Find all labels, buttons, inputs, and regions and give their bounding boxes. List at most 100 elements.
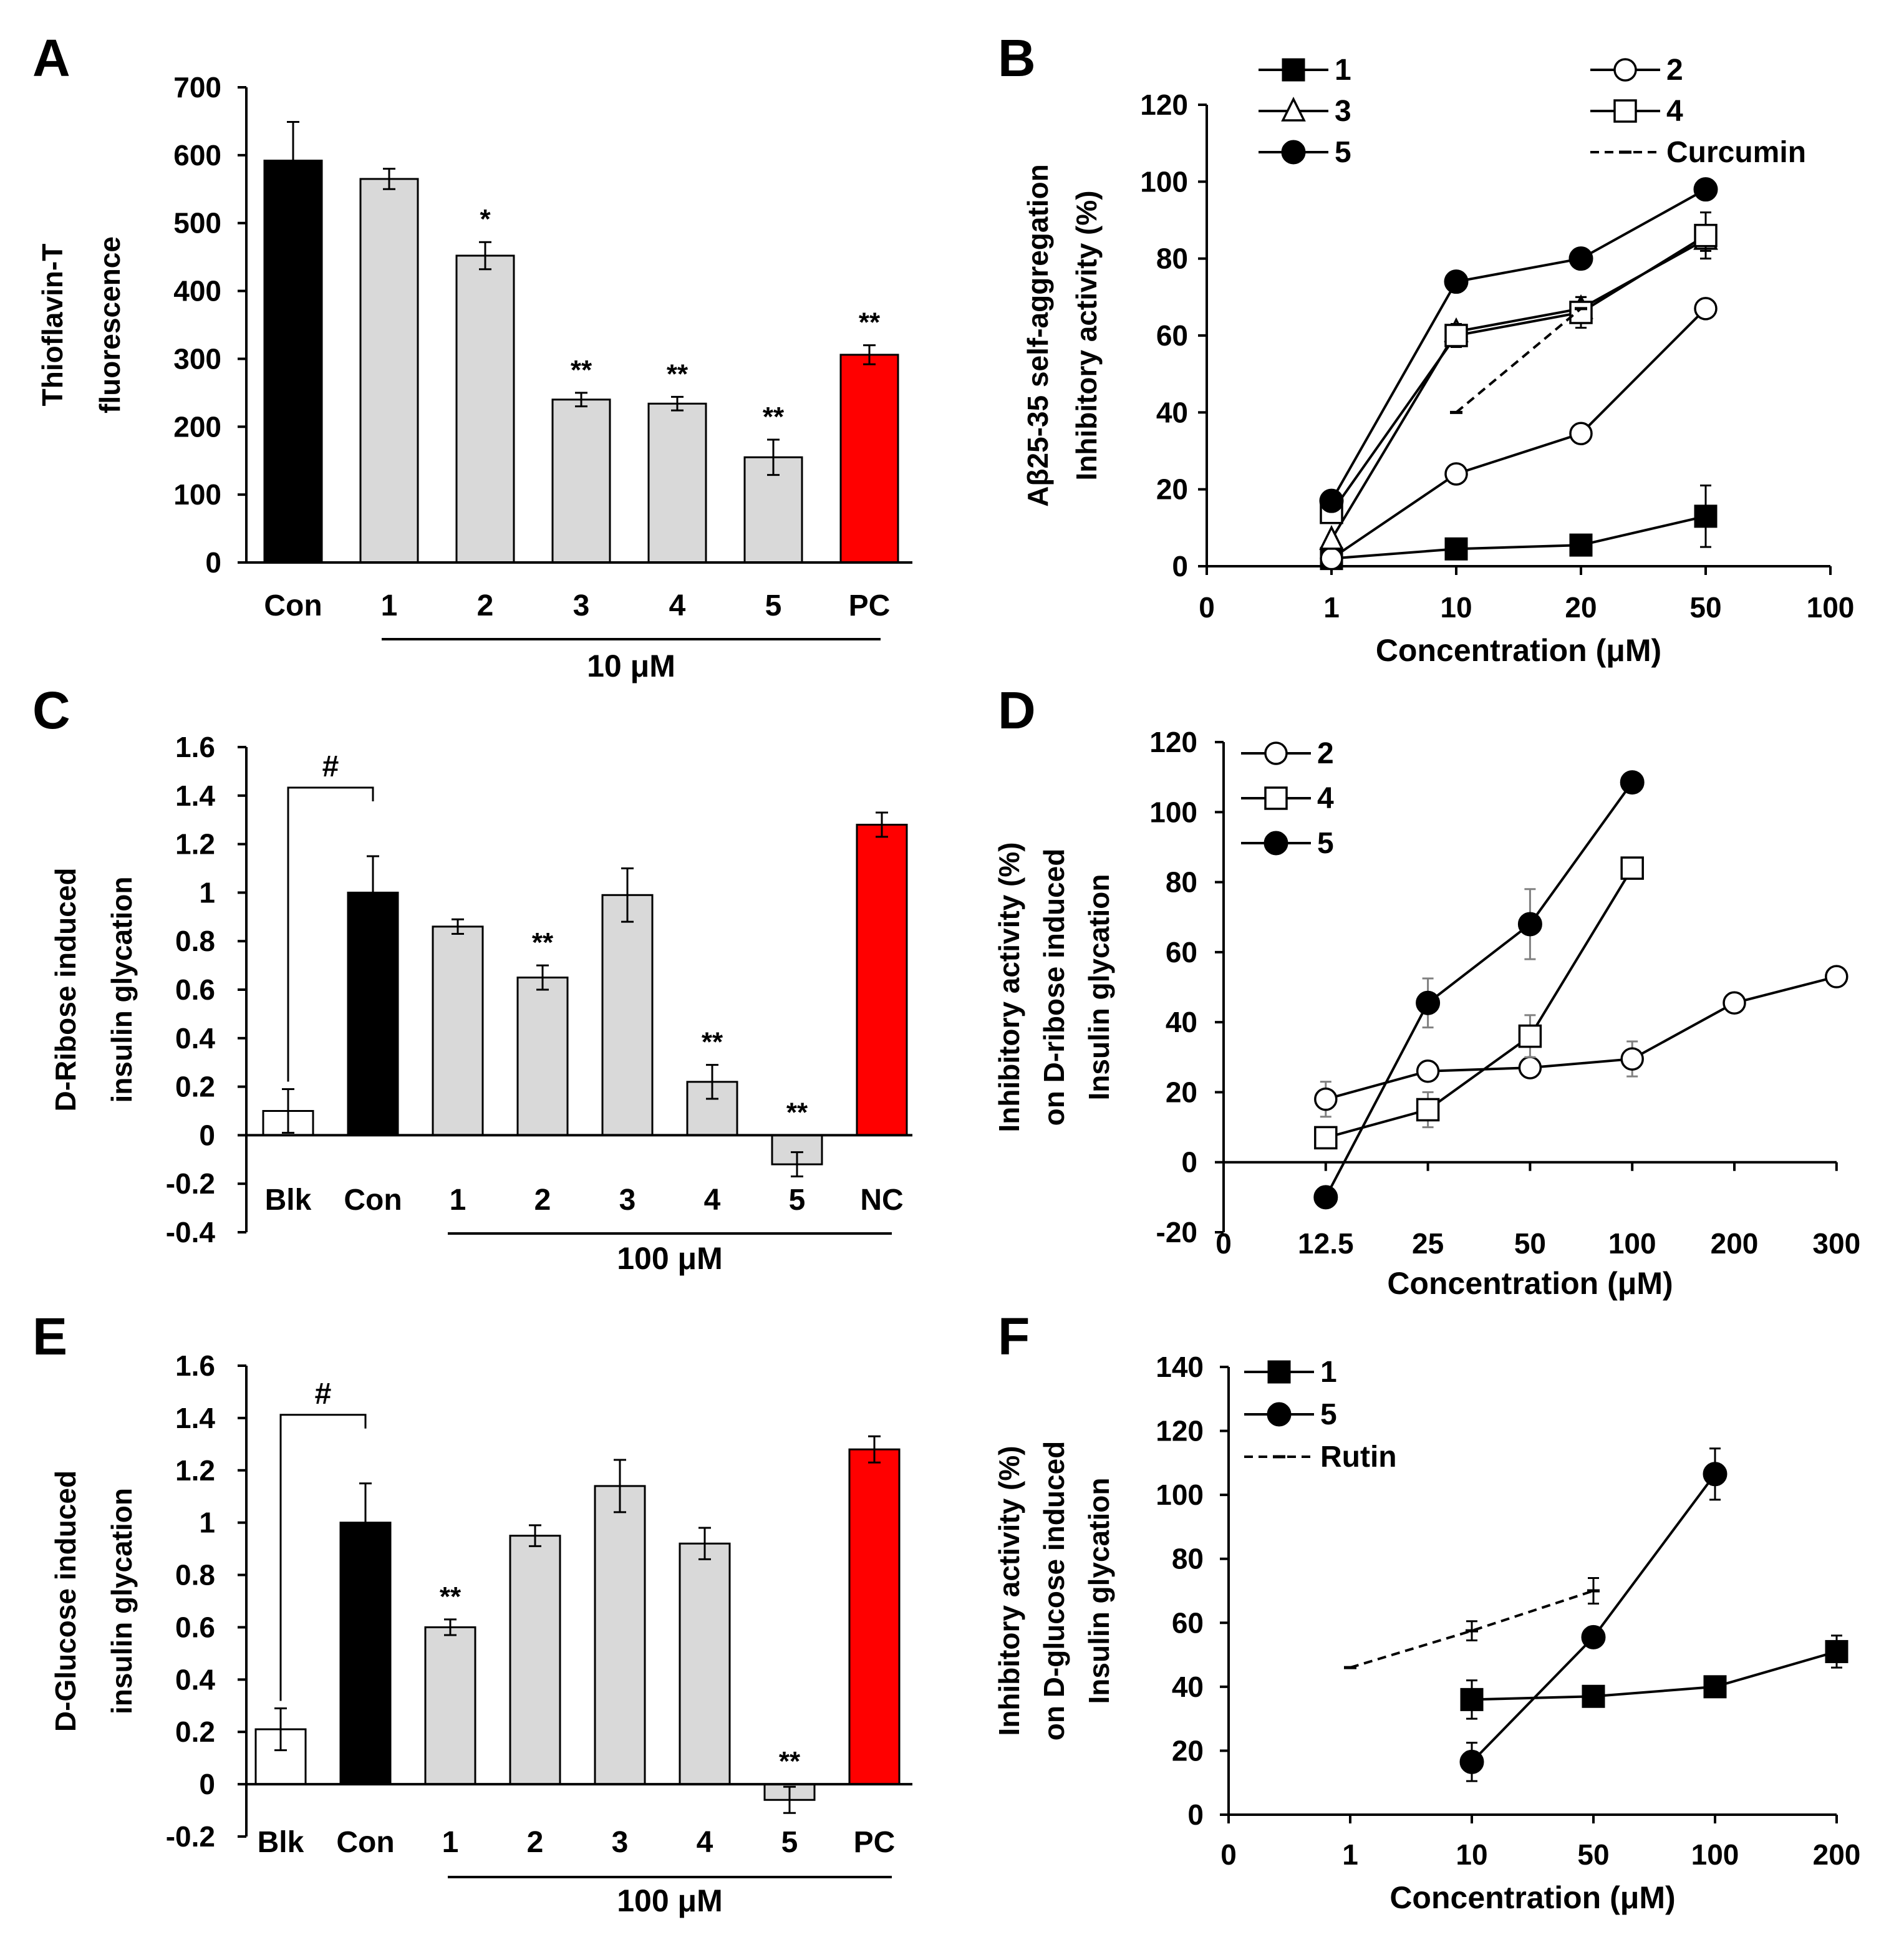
legend-label: 5 xyxy=(1317,827,1334,860)
data-point xyxy=(1313,1185,1338,1210)
series-4 xyxy=(1314,856,1644,1150)
data-point xyxy=(1320,546,1343,571)
y-tick-label: 0 xyxy=(1187,1798,1204,1831)
category-label: 4 xyxy=(704,1184,721,1217)
legend-entry-5: 5 xyxy=(1259,136,1351,169)
series-line xyxy=(1330,238,1706,540)
series-line xyxy=(1325,781,1633,1198)
category-label: 1 xyxy=(450,1184,466,1217)
x-tick-label: 12.5 xyxy=(1298,1227,1354,1260)
y-tick-label: 1 xyxy=(199,1507,215,1539)
series-line xyxy=(1455,307,1582,413)
y-tick-label: 20 xyxy=(1156,473,1188,506)
panel-letter-A: A xyxy=(32,29,70,87)
data-point xyxy=(1444,537,1468,561)
category-label: 5 xyxy=(781,1826,798,1859)
x-tick-label: 0 xyxy=(1199,591,1215,624)
bar-Con xyxy=(347,891,399,1136)
data-point xyxy=(1267,1360,1291,1384)
y-axis-label-line: Inhibitory activity (%) xyxy=(1070,190,1103,480)
data-point xyxy=(1517,912,1542,937)
y-axis-label-line: D-Ribose induced xyxy=(49,867,82,1111)
hash-bracket xyxy=(287,786,374,1082)
y-tick-label: 100 xyxy=(1140,165,1188,198)
data-point xyxy=(1703,1675,1727,1699)
y-tick-label: 20 xyxy=(1172,1734,1204,1767)
series-Rutin xyxy=(1344,1576,1600,1669)
y-tick-label: 300 xyxy=(173,342,221,375)
legend-label: Rutin xyxy=(1320,1441,1397,1474)
bar-3 xyxy=(551,398,611,564)
y-axis-label: Inhibitory activity (%) on D-glucose indu… xyxy=(993,1441,1115,1740)
y-tick-label: 0.6 xyxy=(175,973,215,1006)
chart-panel-C: -0.4 -0.2 0 0.2 0.4 0.6 0.8 1 1.2 1.4 1.6 D-Ribose … xyxy=(49,731,912,1276)
y-tick-label: 120 xyxy=(1140,89,1188,121)
y-tick-label: 40 xyxy=(1166,1006,1197,1038)
data-point xyxy=(1723,991,1746,1015)
y-axis-label: D-Ribose induced insulin glycation xyxy=(49,867,138,1111)
y-tick-label: 0 xyxy=(199,1119,215,1151)
legend-entry-1: 1 xyxy=(1259,54,1351,87)
y-tick-label: 0.6 xyxy=(175,1611,215,1643)
category-label: 3 xyxy=(573,589,590,622)
significance-label: ** xyxy=(786,1097,808,1127)
y-tick-label: 1 xyxy=(199,876,215,909)
y-tick-label: 40 xyxy=(1172,1671,1204,1703)
bar-2 xyxy=(516,977,569,1136)
bar-1 xyxy=(359,178,419,564)
data-point xyxy=(1825,965,1848,988)
series-line xyxy=(1471,1650,1837,1701)
data-point xyxy=(1518,1056,1542,1079)
y-tick-label: 80 xyxy=(1166,866,1197,899)
data-point xyxy=(1264,786,1288,810)
x-tick-label: 50 xyxy=(1689,591,1721,624)
y-tick-label: -0.2 xyxy=(166,1167,215,1200)
data-point xyxy=(1703,1462,1728,1487)
series-4 xyxy=(1320,211,1718,524)
y-axis-label-line: insulin glycation xyxy=(105,1488,138,1714)
x-tick-label: 0 xyxy=(1215,1227,1232,1260)
significance-label: ** xyxy=(702,1027,723,1058)
y-tick-label: -20 xyxy=(1156,1216,1197,1248)
category-label: 5 xyxy=(789,1184,806,1217)
significance-label: ** xyxy=(779,1746,801,1777)
series-5 xyxy=(1319,177,1718,513)
y-tick-label: 0 xyxy=(1181,1146,1197,1179)
data-point xyxy=(1569,422,1593,445)
bar-3 xyxy=(601,894,654,1136)
y-axis-label: D-Glucose induced insulin glycation xyxy=(49,1470,138,1732)
y-tick-label: 0.4 xyxy=(175,1022,215,1055)
category-label: 2 xyxy=(477,589,494,622)
panel-letter-B: B xyxy=(998,29,1036,87)
y-tick-label: 80 xyxy=(1156,243,1188,275)
x-axis-label: Concentration (μM) xyxy=(1387,1266,1673,1301)
chart-panel-A: 0 100 200 300 400 500 600 700 Thioflavin-T fluore… xyxy=(36,71,912,683)
y-tick-label: 60 xyxy=(1156,319,1188,352)
y-tick-label: 0.2 xyxy=(175,1716,215,1748)
y-tick-label: 600 xyxy=(173,139,221,171)
y-axis-label: Inhibitory activity (%) on D-ribose induc… xyxy=(993,842,1115,1132)
legend-label: 2 xyxy=(1317,737,1334,770)
x-axis-label: Concentration (μM) xyxy=(1389,1880,1675,1915)
bar-3 xyxy=(594,1485,646,1785)
y-axis-label-line: Inhibitory activity (%) xyxy=(993,842,1025,1132)
data-point xyxy=(1281,97,1306,122)
legend-entry-3: 3 xyxy=(1259,95,1351,128)
data-point xyxy=(1694,297,1718,321)
series-2 xyxy=(1320,297,1718,571)
series-5 xyxy=(1459,1447,1728,1782)
y-axis-label-line: D-Glucose induced xyxy=(49,1470,82,1732)
data-point xyxy=(1281,140,1306,165)
hash-label: # xyxy=(322,750,339,783)
data-point xyxy=(1416,1098,1440,1122)
data-point xyxy=(1444,324,1468,347)
y-tick-label: 700 xyxy=(173,71,221,104)
data-point xyxy=(1693,177,1718,202)
legend-entry-Curcumin: Curcumin xyxy=(1590,136,1806,169)
series-line xyxy=(1330,188,1706,502)
x-tick-label: 200 xyxy=(1711,1227,1759,1260)
category-label: 1 xyxy=(442,1826,459,1859)
legend-label: 4 xyxy=(1317,782,1334,815)
group-label: 10 μM xyxy=(587,649,675,683)
